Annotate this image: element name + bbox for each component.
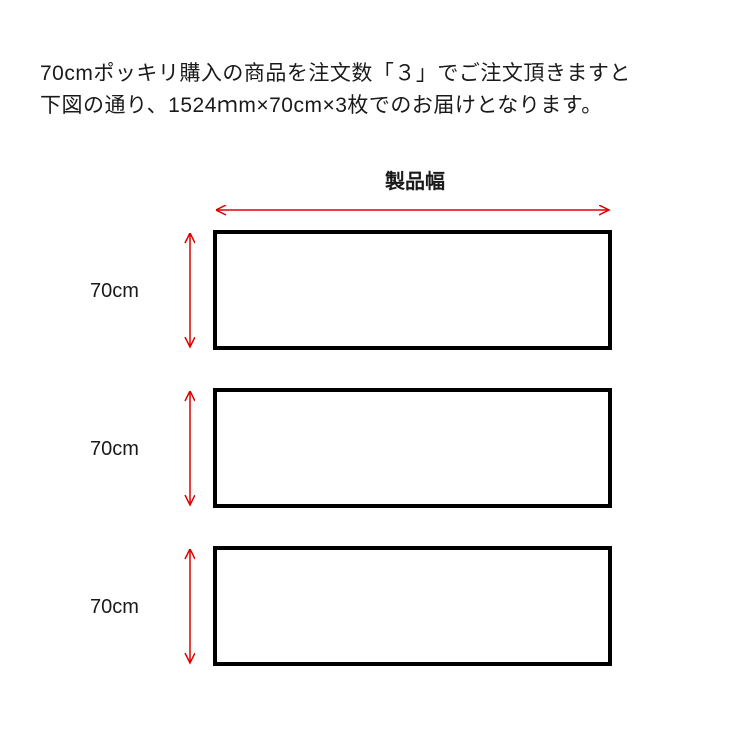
sheet-rect-2 [215,548,610,664]
diagram-svg [0,0,750,750]
sheet-rect-1 [215,390,610,506]
sheet-rect-0 [215,232,610,348]
